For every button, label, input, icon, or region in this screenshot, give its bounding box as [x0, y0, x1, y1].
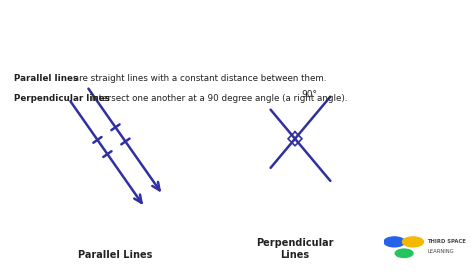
Text: Parallel lines: Parallel lines [14, 74, 78, 83]
Circle shape [395, 249, 413, 258]
Text: are straight lines with a constant distance between them.: are straight lines with a constant dista… [71, 74, 327, 83]
Text: Parallel and Perpendicular Lines: Parallel and Perpendicular Lines [12, 19, 330, 37]
Text: THIRD SPACE: THIRD SPACE [428, 239, 466, 244]
Text: 90°: 90° [301, 90, 317, 99]
Text: intersect one another at a 90 degree angle (a right angle).: intersect one another at a 90 degree ang… [88, 94, 347, 103]
Text: Perpendicular
Lines: Perpendicular Lines [256, 238, 334, 260]
Text: Perpendicular lines: Perpendicular lines [14, 94, 110, 103]
Circle shape [402, 237, 423, 247]
Text: Parallel Lines: Parallel Lines [78, 250, 152, 260]
Circle shape [384, 237, 405, 247]
Text: LEARNING: LEARNING [428, 249, 454, 255]
